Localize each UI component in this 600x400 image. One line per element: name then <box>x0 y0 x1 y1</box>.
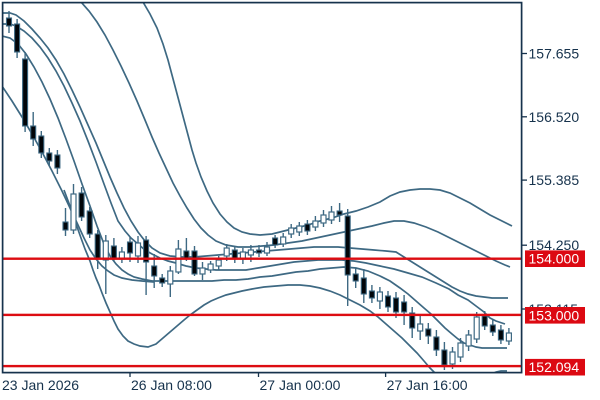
svg-text:155.385: 155.385 <box>529 172 580 188</box>
svg-text:154.000: 154.000 <box>529 251 580 267</box>
svg-text:154.250: 154.250 <box>529 237 580 253</box>
svg-text:157.655: 157.655 <box>529 46 580 62</box>
svg-text:27 Jan 16:00: 27 Jan 16:00 <box>387 377 468 393</box>
svg-text:156.520: 156.520 <box>529 109 580 125</box>
svg-text:26 Jan 08:00: 26 Jan 08:00 <box>131 377 212 393</box>
svg-text:152.094: 152.094 <box>529 359 580 375</box>
svg-text:27 Jan 00:00: 27 Jan 00:00 <box>260 377 341 393</box>
svg-text:153.000: 153.000 <box>529 307 580 323</box>
svg-text:23 Jan 2026: 23 Jan 2026 <box>2 377 79 393</box>
